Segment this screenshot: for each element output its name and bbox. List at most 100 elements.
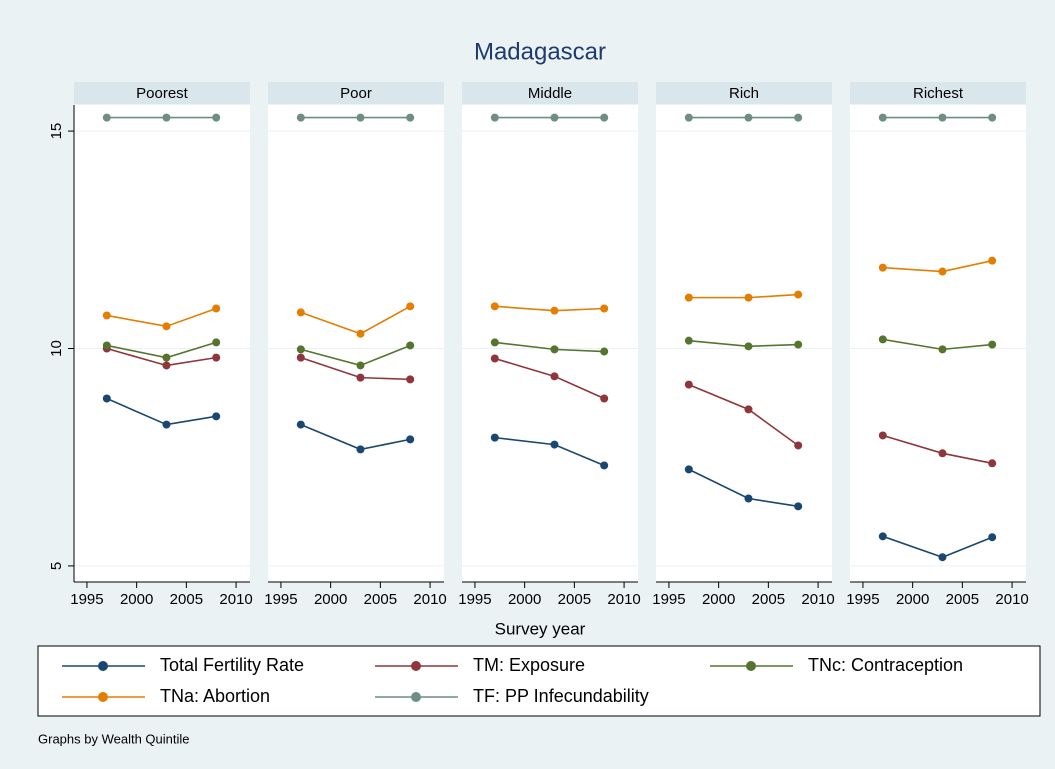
point xyxy=(550,440,559,449)
x-tick-label: 2000 xyxy=(314,591,347,608)
point xyxy=(356,361,365,370)
panel-label: Rich xyxy=(729,85,759,102)
y-tick-label: 15 xyxy=(48,123,65,140)
point xyxy=(490,338,499,347)
point xyxy=(794,502,803,511)
point xyxy=(938,267,947,276)
point xyxy=(600,461,609,470)
point xyxy=(162,420,171,429)
point xyxy=(356,373,365,382)
x-tick-label: 1995 xyxy=(70,591,103,608)
x-tick-label: 2000 xyxy=(120,591,153,608)
y-tick-label: 10 xyxy=(48,340,65,357)
point xyxy=(296,308,305,317)
point xyxy=(162,322,171,331)
point xyxy=(102,394,111,403)
point xyxy=(988,533,997,542)
point xyxy=(744,405,753,414)
point xyxy=(988,256,997,265)
point xyxy=(684,113,693,122)
point xyxy=(988,113,997,122)
x-tick-label: 2010 xyxy=(801,591,834,608)
legend-label: TF: PP Infecundability xyxy=(473,686,649,706)
strip xyxy=(850,82,1026,104)
legend-label: Total Fertility Rate xyxy=(160,655,304,675)
point xyxy=(794,340,803,349)
x-tick-label: 1995 xyxy=(846,591,879,608)
panel-label: Poorest xyxy=(136,85,189,102)
point xyxy=(212,113,221,122)
x-axis-label: Survey year xyxy=(495,619,586,638)
point xyxy=(212,412,221,421)
point xyxy=(550,306,559,315)
point xyxy=(684,465,693,474)
x-tick-label: 2005 xyxy=(946,591,979,608)
point xyxy=(296,353,305,362)
point xyxy=(600,347,609,356)
strip xyxy=(268,82,444,104)
point xyxy=(212,338,221,347)
point xyxy=(878,113,887,122)
point xyxy=(744,342,753,351)
legend xyxy=(37,645,1041,717)
point xyxy=(684,293,693,302)
point xyxy=(296,113,305,122)
point xyxy=(406,435,415,444)
point xyxy=(212,353,221,362)
x-tick-label: 2000 xyxy=(508,591,541,608)
point xyxy=(550,113,559,122)
point xyxy=(490,433,499,442)
point xyxy=(684,336,693,345)
point xyxy=(744,113,753,122)
legend-marker xyxy=(411,661,421,671)
x-tick-label: 2000 xyxy=(702,591,735,608)
point xyxy=(296,345,305,354)
x-tick-label: 2000 xyxy=(896,591,929,608)
legend-marker xyxy=(98,661,108,671)
legend-label: TNa: Abortion xyxy=(160,686,270,706)
x-tick-label: 2010 xyxy=(607,591,640,608)
x-tick-label: 2005 xyxy=(364,591,397,608)
strip xyxy=(462,82,638,104)
legend-marker xyxy=(98,692,108,702)
point xyxy=(938,449,947,458)
x-tick-label: 1995 xyxy=(458,591,491,608)
point xyxy=(878,263,887,272)
point xyxy=(938,553,947,562)
point xyxy=(988,459,997,468)
x-tick-label: 2005 xyxy=(752,591,785,608)
panel-label: Poor xyxy=(340,85,372,102)
point xyxy=(794,441,803,450)
chart-title: Madagascar xyxy=(474,38,606,65)
point xyxy=(988,340,997,349)
point xyxy=(794,290,803,299)
point xyxy=(600,304,609,313)
point xyxy=(744,494,753,503)
point xyxy=(490,354,499,363)
point xyxy=(102,311,111,320)
point xyxy=(938,113,947,122)
y-tick-label: 5 xyxy=(48,562,65,570)
point xyxy=(600,113,609,122)
panel-label: Middle xyxy=(528,85,572,102)
point xyxy=(102,341,111,350)
strip xyxy=(74,82,250,104)
panel-label: Richest xyxy=(913,85,964,102)
point xyxy=(406,375,415,384)
legend-marker xyxy=(411,692,421,702)
point xyxy=(296,420,305,429)
point xyxy=(744,293,753,302)
x-tick-label: 2005 xyxy=(558,591,591,608)
point xyxy=(406,302,415,311)
plot-region xyxy=(74,105,250,582)
plot-region xyxy=(850,105,1026,582)
point xyxy=(356,113,365,122)
x-tick-label: 2005 xyxy=(170,591,203,608)
point xyxy=(162,361,171,370)
point xyxy=(356,329,365,338)
plot-region xyxy=(462,105,638,582)
note: Graphs by Wealth Quintile xyxy=(38,731,190,746)
point xyxy=(600,394,609,403)
point xyxy=(878,335,887,344)
